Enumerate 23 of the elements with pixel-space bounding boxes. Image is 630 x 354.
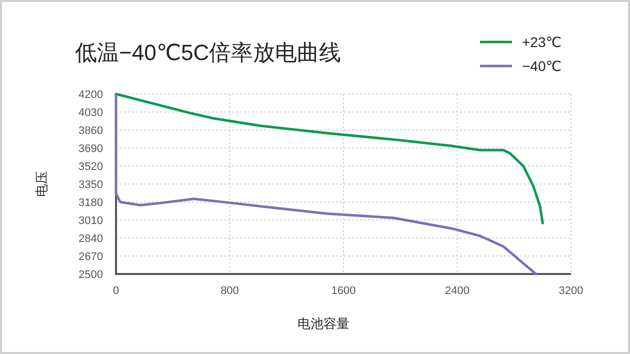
legend-label: −40℃ xyxy=(522,58,562,74)
y-tick-label: 3860 xyxy=(78,125,103,137)
y-tick-label: 4030 xyxy=(78,107,103,119)
line-series xyxy=(114,92,538,276)
y-tick-label: 3180 xyxy=(78,197,103,209)
legend-label: +23℃ xyxy=(522,34,562,50)
y-tick-label: 2840 xyxy=(78,233,103,245)
x-tick-label: 1600 xyxy=(331,285,356,297)
y-tick-label: 4200 xyxy=(78,89,103,101)
x-tick-label: 0 xyxy=(112,285,120,297)
x-axis-title: 电池容量 xyxy=(298,316,350,331)
y-tick-label: 3350 xyxy=(78,179,103,191)
x-tick-label: 3200 xyxy=(558,285,584,297)
y-tick-label: 3010 xyxy=(78,215,103,227)
x-tick-label: 800 xyxy=(220,285,239,297)
line-series xyxy=(114,92,544,224)
chart-title: 低温−40℃5C倍率放电曲线 xyxy=(75,40,342,65)
y-tick-label: 2500 xyxy=(78,269,103,281)
x-tick-label: 2400 xyxy=(445,285,470,297)
y-axis-title: 电压 xyxy=(34,171,49,197)
y-tick-label: 3520 xyxy=(78,161,103,173)
y-tick-label: 3690 xyxy=(78,143,103,155)
y-tick-label: 2670 xyxy=(78,251,103,263)
